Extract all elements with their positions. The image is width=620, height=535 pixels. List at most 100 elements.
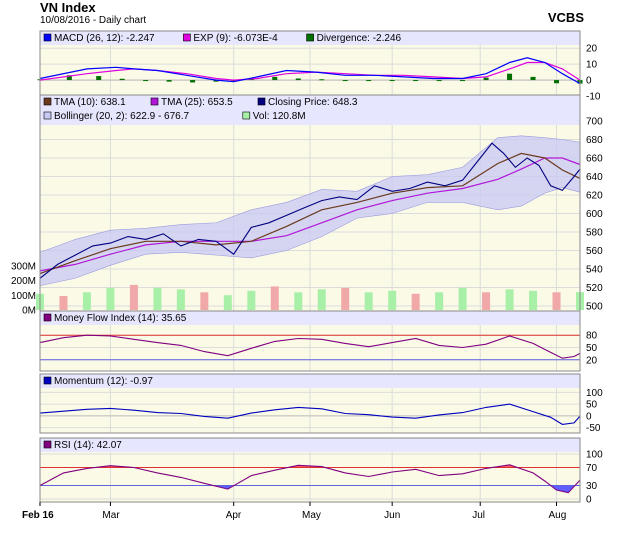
- volume-bar-22: [552, 292, 561, 310]
- mfi-tick-label-2: 20: [586, 355, 598, 366]
- price-tick-label-8: 540: [586, 265, 603, 276]
- price-legend-swatch-3: [43, 111, 52, 120]
- price-tick-label-5: 600: [586, 209, 603, 220]
- volume-bar-16: [411, 293, 420, 310]
- x-axis-label-4: Jun: [384, 510, 400, 521]
- momentum-frame: [39, 373, 581, 434]
- price-tick-label-4: 620: [586, 191, 603, 202]
- volume-bar-9: [247, 290, 256, 310]
- chart-subtitle: 10/08/2016 - Daily chart: [40, 15, 147, 26]
- macd-divergence-bar-16: [413, 80, 419, 82]
- price-legend-item-1: TMA (25): 653.5: [161, 97, 233, 108]
- macd-divergence-bar-19: [483, 77, 489, 81]
- macd-legend-swatch-1: [183, 33, 191, 42]
- volume-bar-8: [223, 295, 232, 310]
- price-tick-label-1: 680: [586, 135, 603, 146]
- price-tick-label-9: 520: [586, 283, 603, 294]
- price-legend-item-3: Bollinger (20, 2): 622.9 - 676.7: [54, 111, 190, 122]
- x-axis-label-6: Aug: [549, 510, 567, 521]
- price-legend-bar: [40, 95, 580, 125]
- rsi-tick-label-1: 70: [586, 463, 598, 474]
- macd-divergence-bar-21: [530, 76, 536, 81]
- macd-divergence-bar-12: [319, 79, 325, 81]
- volume-bar-17: [435, 292, 444, 310]
- macd-divergence-bar-4: [143, 80, 149, 82]
- rsi-line: [39, 464, 581, 494]
- price-tick-label-10: 500: [586, 302, 603, 313]
- macd-divergence-bar-14: [366, 80, 372, 82]
- macd-legend-item-1: EXP (9): -6.073E-4: [193, 33, 278, 44]
- rsi-legend-bar: [40, 438, 580, 452]
- momentum-legend-item-0: Momentum (12): -0.97: [54, 376, 153, 387]
- volume-bar-4: [129, 284, 138, 310]
- macd-legend-item-0: MACD (26, 12): -2.247: [54, 33, 155, 44]
- momentum-line: [39, 403, 581, 425]
- macd-divergence-bar-20: [507, 73, 513, 81]
- mfi-tick-label-0: 80: [586, 331, 598, 342]
- macd-divergence-bar-11: [295, 78, 301, 81]
- rsi-tick-label-0: 100: [586, 450, 603, 461]
- macd-line: [39, 57, 581, 85]
- volume-bar-18: [458, 287, 467, 310]
- macd-divergence-bar-22: [554, 80, 560, 84]
- macd-divergence-bar-2: [96, 76, 102, 81]
- mfi-legend-bar: [40, 311, 580, 325]
- price-legend-item-0: TMA (10): 638.1: [54, 97, 126, 108]
- volume-bar-1: [59, 295, 68, 310]
- price-tick-label-0: 700: [586, 117, 603, 128]
- macd-legend-swatch-0: [43, 33, 52, 42]
- rsi-tick-label-2: 30: [586, 481, 598, 492]
- mfi-legend-swatch-0: [43, 313, 52, 322]
- volume-bar-2: [82, 292, 91, 310]
- momentum-tick-label-2: 0: [586, 411, 592, 422]
- price-legend-swatch-4: [242, 111, 251, 120]
- rsi-legend-item-0: RSI (14): 42.07: [54, 440, 122, 451]
- price-legend-swatch-2: [257, 97, 266, 106]
- volume-tick-label-3: 0M: [22, 306, 36, 317]
- macd-tick-label-0: 20: [586, 44, 598, 55]
- volume-bar-21: [529, 290, 538, 310]
- momentum-tick-label-0: 100: [586, 388, 603, 399]
- x-axis-label-3: May: [302, 510, 321, 521]
- price-tick-label-3: 640: [586, 172, 603, 183]
- macd-legend-swatch-2: [306, 33, 314, 42]
- macd-divergence-bar-1: [66, 75, 72, 81]
- macd-tick-label-1: 10: [586, 60, 598, 71]
- volume-bar-5: [153, 287, 162, 310]
- macd-divergence-bar-6: [190, 80, 196, 83]
- macd-tick-label-2: 0: [586, 76, 592, 87]
- volume-bar-20: [505, 289, 514, 310]
- macd-legend-item-2: Divergence: -2.246: [317, 33, 402, 44]
- volume-bar-3: [106, 287, 115, 310]
- macd-divergence-bar-5: [166, 80, 172, 82]
- volume-bar-13: [341, 287, 350, 310]
- macd-tick-label-3: -10: [586, 92, 601, 103]
- closing-price-line: [39, 142, 581, 279]
- macd-divergence-bar-15: [389, 80, 395, 82]
- mfi-frame: [39, 310, 581, 372]
- chart-title: VN Index: [40, 0, 96, 15]
- rsi-legend-swatch-0: [43, 440, 52, 449]
- momentum-legend-bar: [40, 374, 580, 388]
- macd-divergence-bar-3: [119, 78, 125, 81]
- macd-divergence-bar-13: [342, 80, 348, 82]
- brand-label: VCBS: [547, 10, 584, 25]
- volume-bar-10: [270, 286, 279, 310]
- volume-bar-12: [317, 289, 326, 310]
- volume-tick-label-0: 300M: [11, 261, 36, 272]
- mfi-legend-item-0: Money Flow Index (14): 35.65: [54, 313, 187, 324]
- price-tick-label-2: 660: [586, 154, 603, 165]
- tma-25-line: [39, 157, 581, 272]
- volume-bar-15: [388, 290, 397, 310]
- x-axis-label-1: Mar: [102, 510, 120, 521]
- momentum-tick-label-3: -50: [586, 423, 601, 434]
- volume-bar-11: [294, 292, 303, 310]
- price-legend-item-2: Closing Price: 648.3: [268, 97, 358, 108]
- volume-bar-14: [364, 292, 373, 310]
- x-axis-label-0: Feb 16: [22, 510, 54, 521]
- x-axis-label-5: Jul: [472, 510, 485, 521]
- volume-tick-label-2: 100M: [11, 291, 36, 302]
- rsi-tick-label-3: 0: [586, 495, 592, 506]
- x-axis-label-2: Apr: [226, 510, 242, 521]
